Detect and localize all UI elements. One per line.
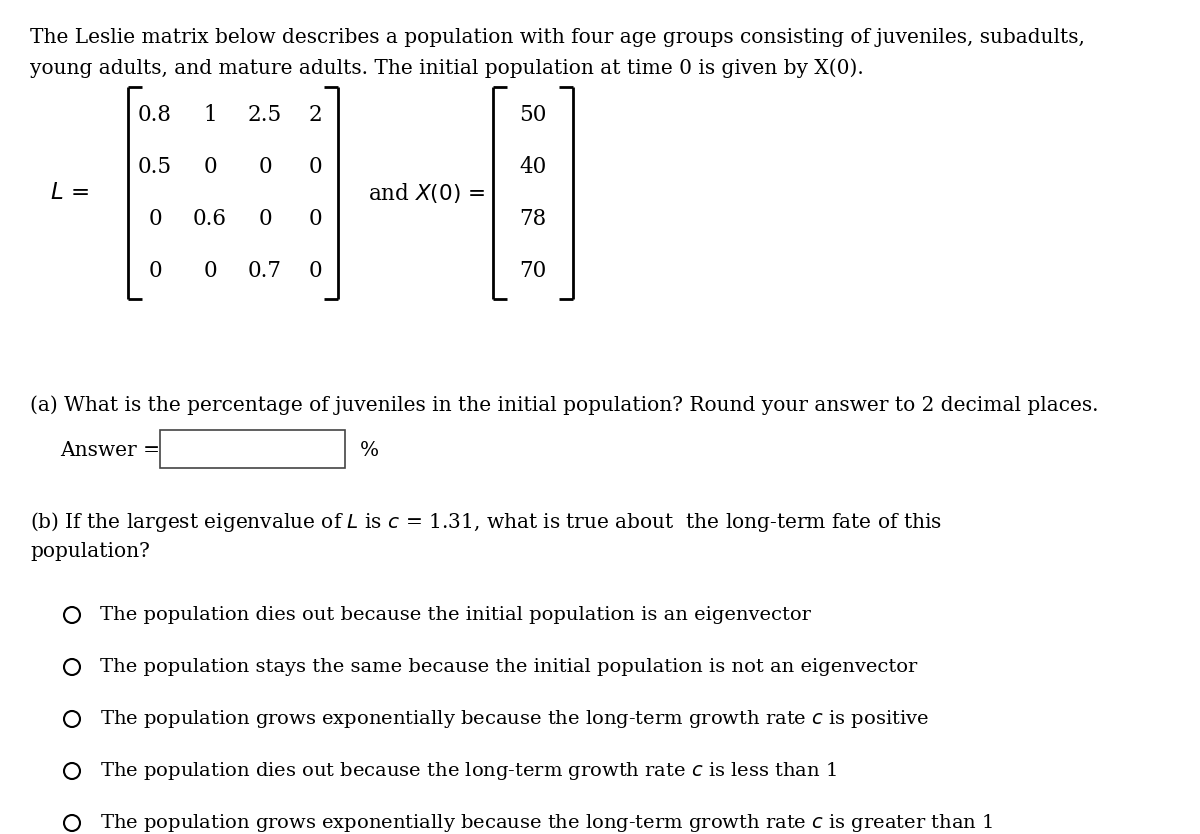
Text: 0: 0 — [203, 156, 217, 178]
Text: young adults, and mature adults. The initial population at time 0 is given by X(: young adults, and mature adults. The ini… — [30, 58, 864, 78]
Text: The population dies out because the long-term growth rate $c$ is less than 1: The population dies out because the long… — [100, 760, 836, 782]
Text: The population grows exponentially because the long-term growth rate $c$ is posi: The population grows exponentially becau… — [100, 708, 929, 730]
Text: 70: 70 — [520, 260, 547, 282]
Text: (b) If the largest eigenvalue of $L$ is $c$ = 1.31, what is true about  the long: (b) If the largest eigenvalue of $L$ is … — [30, 510, 942, 534]
Text: 1: 1 — [203, 104, 217, 126]
Text: (a) What is the percentage of juveniles in the initial population? Round your an: (a) What is the percentage of juveniles … — [30, 395, 1098, 414]
Text: 0: 0 — [308, 260, 322, 282]
Text: and $X(0)$ =: and $X(0)$ = — [368, 181, 485, 205]
Bar — [160, 430, 346, 468]
Text: 0: 0 — [258, 208, 272, 230]
Text: 2: 2 — [308, 104, 322, 126]
Text: 0.5: 0.5 — [138, 156, 172, 178]
Text: 0.7: 0.7 — [248, 260, 282, 282]
Text: 0: 0 — [203, 260, 217, 282]
Text: 2.5: 2.5 — [248, 104, 282, 126]
Text: 0: 0 — [148, 260, 162, 282]
Text: $L$ =: $L$ = — [50, 182, 89, 204]
Text: Answer =: Answer = — [60, 440, 160, 460]
Text: 0: 0 — [308, 208, 322, 230]
Text: %: % — [360, 440, 379, 460]
Text: 0: 0 — [308, 156, 322, 178]
Text: population?: population? — [30, 542, 150, 561]
Text: The Leslie matrix below describes a population with four age groups consisting o: The Leslie matrix below describes a popu… — [30, 28, 1085, 47]
Text: The population stays the same because the initial population is not an eigenvect: The population stays the same because th… — [100, 658, 917, 676]
Text: 50: 50 — [520, 104, 547, 126]
Text: 0.8: 0.8 — [138, 104, 172, 126]
Text: The population dies out because the initial population is an eigenvector: The population dies out because the init… — [100, 606, 811, 624]
Text: 0: 0 — [258, 156, 272, 178]
Text: The population grows exponentially because the long-term growth rate $c$ is grea: The population grows exponentially becau… — [100, 812, 994, 834]
Text: 0.6: 0.6 — [193, 208, 227, 230]
Text: 0: 0 — [148, 208, 162, 230]
Text: 78: 78 — [520, 208, 547, 230]
Text: 40: 40 — [520, 156, 547, 178]
